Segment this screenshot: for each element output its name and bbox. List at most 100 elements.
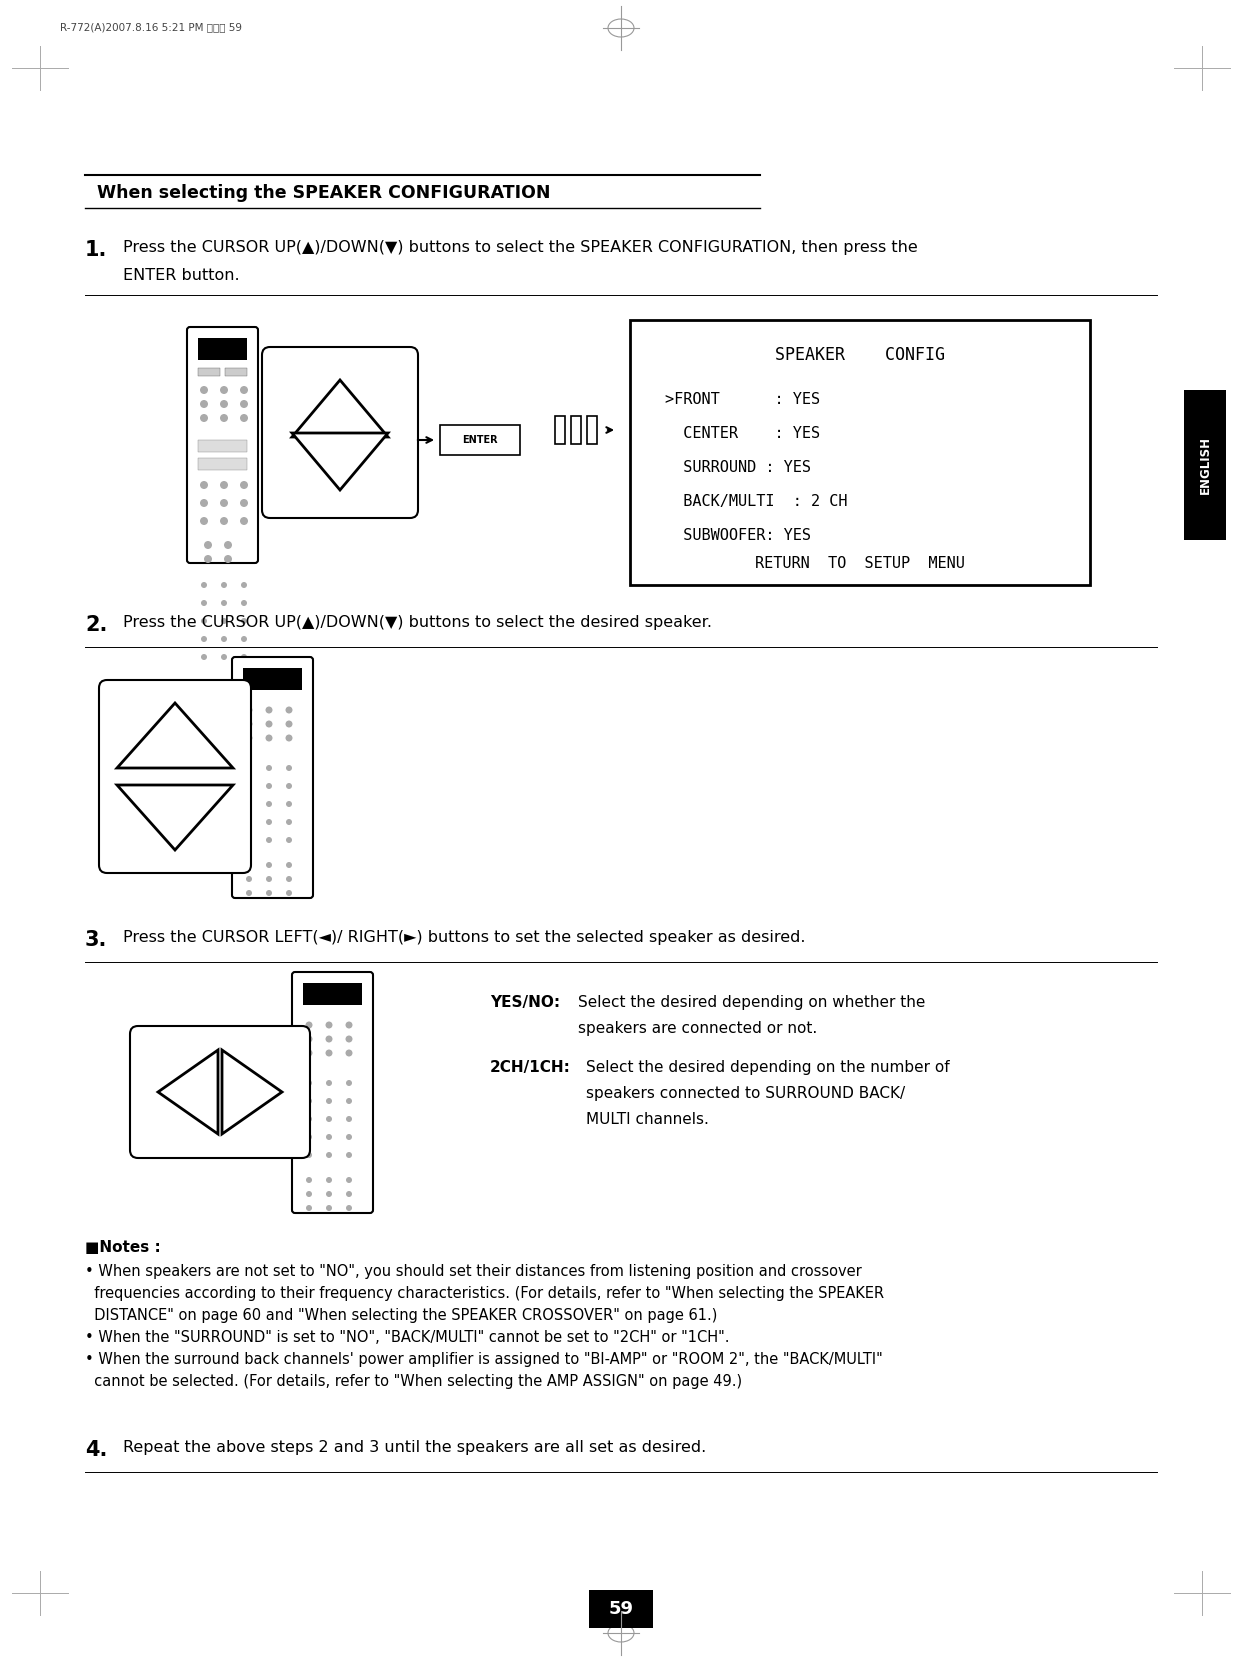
Circle shape [246, 766, 252, 771]
Text: CENTER    : YES: CENTER : YES [664, 425, 820, 442]
Text: ■Notes :: ■Notes : [84, 1241, 160, 1256]
Bar [571, 415, 581, 443]
Circle shape [347, 1191, 351, 1198]
FancyBboxPatch shape [262, 347, 419, 518]
Circle shape [325, 1098, 332, 1105]
Circle shape [246, 721, 252, 728]
Circle shape [325, 1204, 332, 1211]
Bar [555, 415, 565, 443]
Circle shape [241, 618, 247, 625]
Polygon shape [292, 434, 388, 490]
Circle shape [347, 1134, 351, 1139]
Circle shape [241, 600, 247, 606]
Circle shape [347, 1153, 351, 1158]
Circle shape [220, 414, 229, 422]
Circle shape [246, 734, 252, 741]
Circle shape [345, 1022, 353, 1028]
Circle shape [200, 414, 207, 422]
Bar [630, 321, 1090, 585]
Circle shape [325, 1022, 333, 1028]
Circle shape [200, 498, 207, 507]
Bar [197, 369, 220, 375]
Circle shape [241, 636, 247, 643]
Text: SPEAKER    CONFIG: SPEAKER CONFIG [775, 345, 945, 364]
Circle shape [286, 837, 292, 844]
Circle shape [325, 1178, 332, 1183]
Bar [197, 337, 247, 360]
Circle shape [204, 541, 212, 550]
Bar [197, 440, 247, 452]
Text: 4.: 4. [84, 1440, 107, 1460]
Circle shape [201, 654, 207, 659]
Circle shape [286, 862, 292, 869]
Text: speakers are connected or not.: speakers are connected or not. [578, 1022, 817, 1036]
Circle shape [325, 1080, 332, 1086]
Bar [440, 425, 520, 455]
Text: • When the "SURROUND" is set to "NO", "BACK/MULTI" cannot be set to "2CH" or "1C: • When the "SURROUND" is set to "NO", "B… [84, 1330, 729, 1345]
Text: ENGLISH: ENGLISH [1199, 435, 1211, 493]
Circle shape [325, 1035, 333, 1043]
Circle shape [266, 890, 272, 895]
FancyBboxPatch shape [99, 679, 251, 874]
Circle shape [347, 1080, 351, 1086]
Circle shape [201, 618, 207, 625]
Circle shape [347, 1098, 351, 1105]
FancyBboxPatch shape [188, 327, 258, 563]
FancyBboxPatch shape [292, 972, 373, 1213]
Circle shape [200, 482, 207, 488]
Polygon shape [158, 1050, 219, 1134]
Circle shape [325, 1134, 332, 1139]
Bar [197, 458, 247, 470]
Circle shape [347, 1178, 351, 1183]
Circle shape [306, 1153, 312, 1158]
Circle shape [347, 1116, 351, 1121]
Circle shape [246, 819, 252, 826]
Circle shape [266, 819, 272, 826]
Text: Select the desired depending on whether the: Select the desired depending on whether … [578, 995, 925, 1010]
Circle shape [306, 1022, 313, 1028]
Circle shape [246, 706, 252, 714]
Text: 2CH/1CH:: 2CH/1CH: [491, 1060, 571, 1075]
Circle shape [204, 555, 212, 563]
Text: cannot be selected. (For details, refer to "When selecting the AMP ASSIGN" on pa: cannot be selected. (For details, refer … [84, 1374, 743, 1389]
Circle shape [220, 385, 229, 394]
Circle shape [240, 400, 248, 409]
Bar [303, 983, 361, 1005]
Circle shape [325, 1116, 332, 1121]
Circle shape [325, 1050, 333, 1056]
Circle shape [266, 837, 272, 844]
Circle shape [286, 706, 293, 714]
Circle shape [246, 782, 252, 789]
Circle shape [220, 400, 229, 409]
Circle shape [266, 766, 272, 771]
Circle shape [306, 1035, 313, 1043]
Text: 1.: 1. [84, 239, 107, 261]
Circle shape [240, 482, 248, 488]
Circle shape [246, 862, 252, 869]
Circle shape [200, 400, 207, 409]
Text: ENTER: ENTER [462, 435, 498, 445]
Circle shape [220, 517, 229, 525]
Circle shape [286, 801, 292, 807]
Circle shape [200, 385, 207, 394]
Circle shape [246, 837, 252, 844]
Text: When selecting the SPEAKER CONFIGURATION: When selecting the SPEAKER CONFIGURATION [97, 183, 550, 201]
Text: 3.: 3. [84, 930, 107, 950]
Text: DISTANCE" on page 60 and "When selecting the SPEAKER CROSSOVER" on page 61.): DISTANCE" on page 60 and "When selecting… [84, 1307, 718, 1324]
Circle shape [241, 581, 247, 588]
Polygon shape [117, 786, 233, 850]
Circle shape [221, 581, 227, 588]
Bar [589, 1590, 653, 1628]
Circle shape [220, 482, 229, 488]
Circle shape [306, 1098, 312, 1105]
Circle shape [306, 1080, 312, 1086]
Bar [243, 668, 302, 689]
Text: YES/NO:: YES/NO: [491, 995, 560, 1010]
Text: • When the surround back channels' power amplifier is assigned to "BI-AMP" or "R: • When the surround back channels' power… [84, 1352, 883, 1367]
Circle shape [220, 498, 229, 507]
Circle shape [224, 555, 232, 563]
Bar [225, 369, 247, 375]
Text: R-772(A)2007.8.16 5:21 PM 페이지 59: R-772(A)2007.8.16 5:21 PM 페이지 59 [60, 22, 242, 32]
Text: ENTER button.: ENTER button. [123, 267, 240, 282]
FancyBboxPatch shape [232, 658, 313, 899]
